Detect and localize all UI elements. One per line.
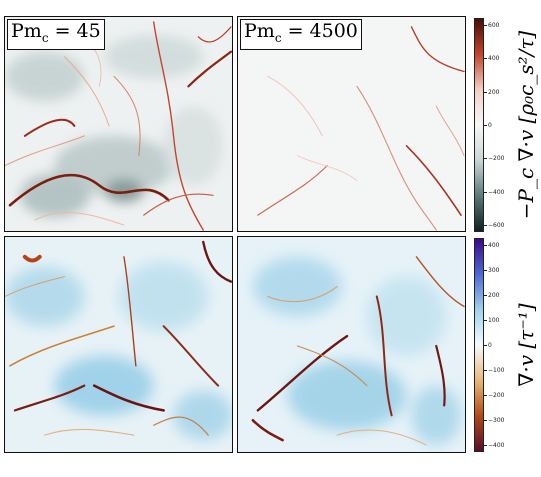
label-value: = 45	[48, 20, 101, 42]
panel-label-pmc-4500: Pmc = 4500	[240, 19, 362, 50]
colorbar-bottom-tickmark	[484, 245, 487, 246]
colorbar-bottom-tick-label: 100	[488, 317, 500, 324]
colorbar-top-tick-label: −600	[488, 222, 505, 229]
label-subscript: c	[41, 30, 49, 45]
colorbar-top-label: −P_c ∇·v [ρ₀c_s²/τ]	[514, 30, 538, 220]
colorbar-top-tickmark	[484, 125, 487, 126]
colorbar-bottom-tickmark	[484, 445, 487, 446]
label-subscript: c	[274, 30, 282, 45]
colorbar-top-tick-label: −200	[488, 155, 505, 163]
colorbar-top-tickmark	[484, 58, 487, 60]
colorbar-top-tickmark	[484, 225, 487, 226]
colorbar-bottom-tickmark	[484, 320, 487, 321]
colorbar-top-tick-label: −400	[488, 188, 505, 196]
field-map-bottom-right	[238, 237, 465, 452]
colorbar-bottom-tickmark	[484, 420, 487, 421]
colorbar-bottom-tickmark	[484, 395, 487, 396]
panel-bottom-left	[4, 236, 233, 453]
colorbar-top-tickmark	[484, 91, 487, 93]
colorbar-top-tickmark	[484, 158, 487, 160]
colorbar-bottom	[474, 238, 484, 452]
colorbar-bottom-tick-label: −400	[488, 442, 505, 449]
colorbar-top-tick-label: 600	[488, 22, 500, 29]
panel-label-pmc-45: Pmc = 45	[7, 19, 105, 50]
label-text: Pm	[244, 20, 275, 42]
field-map-bottom-left	[5, 237, 232, 452]
colorbar-bottom-label: ∇·v [τ⁻¹]	[514, 303, 538, 387]
colorbar-top-tick-label: 400	[488, 55, 500, 63]
colorbar-bottom-tickmark	[484, 345, 487, 346]
colorbar-top-tick-label: 0	[488, 122, 492, 129]
panel-top-right: Pmc = 4500	[237, 16, 466, 232]
colorbar-bottom-tickmark	[484, 295, 487, 296]
field-map-top-left	[5, 17, 232, 231]
label-value: = 4500	[281, 20, 358, 42]
colorbar-bottom-tick-label: −300	[488, 417, 505, 424]
colorbar-bottom-tickmark	[484, 370, 487, 371]
panel-top-left: Pmc = 45	[4, 16, 233, 232]
colorbar-top	[474, 18, 484, 232]
label-text: Pm	[11, 20, 42, 42]
colorbar-bottom-tick-label: −100	[488, 367, 505, 374]
colorbar-bottom-tickmark	[484, 270, 487, 271]
colorbar-bottom-tick-label: 300	[488, 267, 500, 274]
field-map-top-right	[238, 17, 465, 231]
colorbar-top-tickmark	[484, 25, 487, 26]
colorbar-bottom-tick-label: −200	[488, 392, 505, 399]
colorbar-bottom-tick-label: 0	[488, 342, 492, 349]
colorbar-top-tick-label: 200	[488, 88, 500, 96]
colorbar-top-tickmark	[484, 191, 487, 193]
colorbar-bottom-tick-label: 400	[488, 242, 500, 249]
colorbar-bottom-tick-label: 200	[488, 292, 500, 299]
panel-bottom-right	[237, 236, 466, 453]
